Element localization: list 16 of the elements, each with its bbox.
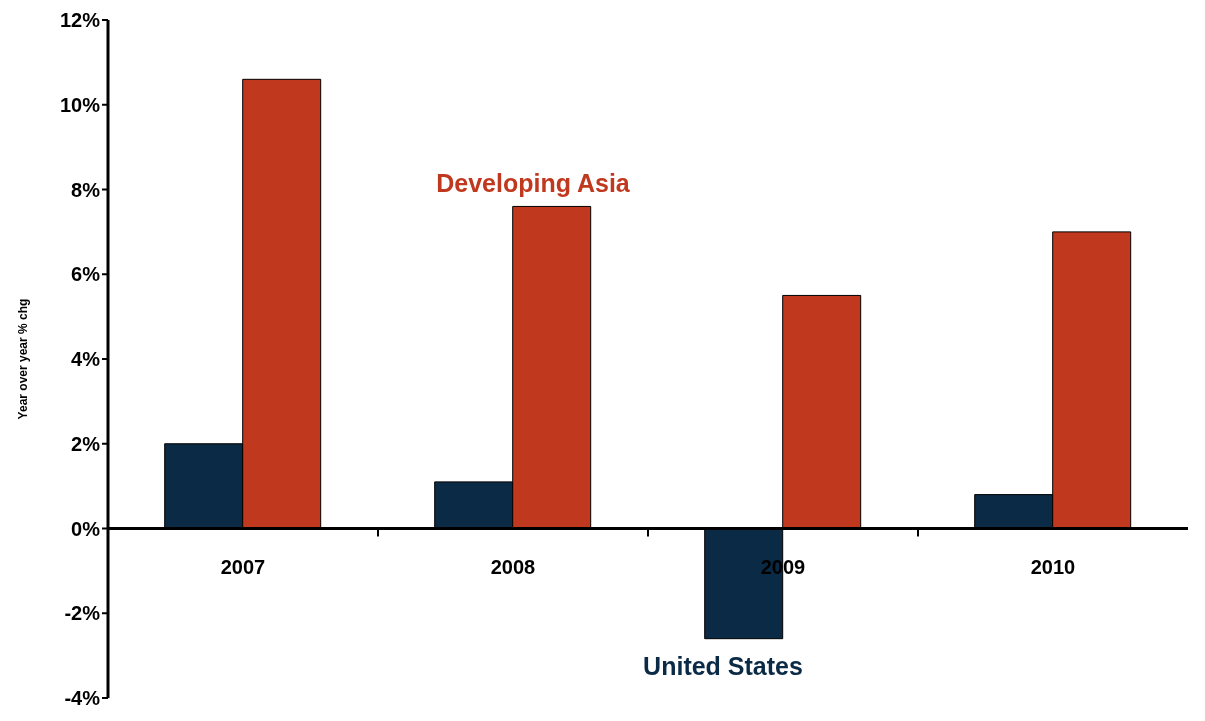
- y-tick-label: 8%: [71, 178, 101, 201]
- x-tick-label: 2008: [490, 555, 536, 578]
- x-tick-label: 2007: [220, 555, 266, 578]
- y-tick-label: 4%: [71, 348, 101, 371]
- x-tick-label: 2010: [1030, 555, 1076, 578]
- series-label: Developing Asia: [436, 169, 631, 198]
- y-tick-label: 10%: [59, 93, 101, 116]
- series-label: United States: [643, 651, 803, 680]
- y-tick-label: 2%: [71, 432, 101, 455]
- y-tick-label: 12%: [59, 9, 101, 32]
- y-tick-label: 0%: [71, 517, 101, 540]
- y-tick-label: 6%: [71, 263, 101, 286]
- y-axis-title: Year over year % chg: [16, 298, 31, 420]
- y-tick-label: -2%: [64, 602, 101, 625]
- y-tick-label: -4%: [64, 687, 101, 710]
- x-tick-label: 2009: [760, 555, 806, 578]
